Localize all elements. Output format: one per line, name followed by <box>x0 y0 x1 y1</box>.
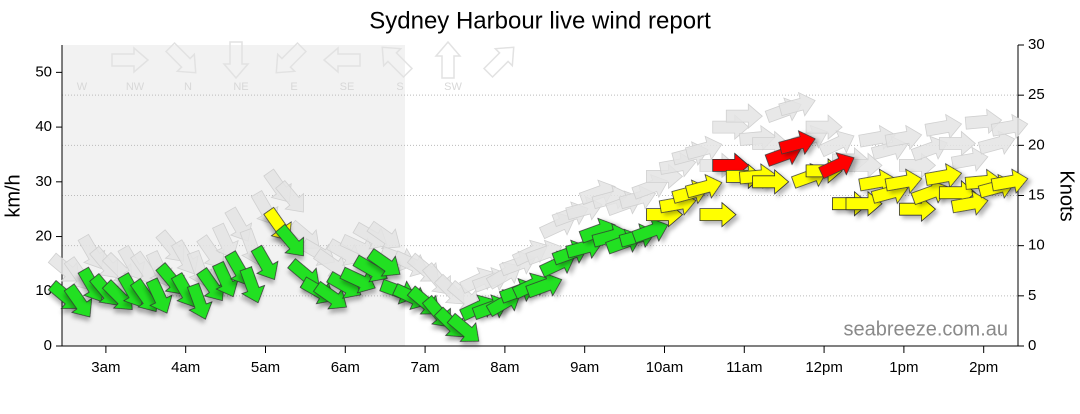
x-tick-label: 3am <box>91 359 120 376</box>
gust-arrow <box>725 103 763 130</box>
y2-tick-label: 0 <box>1028 337 1036 354</box>
x-tick-label: 4am <box>171 359 200 376</box>
plot-area: 0 5 10 15 20 25 30 0 10 20 30 40 50 3am 4am 5am 6am 7am 8a… <box>35 36 1044 376</box>
compass-label: S <box>396 81 403 93</box>
x-tick-label: 10am <box>646 359 684 376</box>
wind-arrow <box>990 168 1029 194</box>
y-tick-label: 10 <box>35 282 52 299</box>
compass-label: SW <box>444 81 462 93</box>
wind-arrow <box>884 168 923 194</box>
gust-arrow <box>778 91 816 117</box>
y-tick-label: 40 <box>35 118 52 135</box>
y-tick-label: 30 <box>35 173 52 190</box>
wind-arrow <box>250 244 279 281</box>
x-tick-label: 2pm <box>969 359 998 376</box>
x-tick-label: 6am <box>331 359 360 376</box>
y2-tick-label: 20 <box>1028 136 1045 153</box>
wind-arrow <box>366 248 401 277</box>
compass-arrow <box>322 46 361 74</box>
wind-arrow <box>631 217 669 244</box>
gust-arrow <box>950 146 989 172</box>
wind-arrow <box>525 272 563 299</box>
compass-arrow <box>381 46 414 79</box>
compass-label: SE <box>340 81 355 93</box>
gust-arrow <box>366 220 401 250</box>
gust-arrow <box>938 130 976 157</box>
y2-axis-label: Knots <box>1056 170 1078 221</box>
compass-arrow <box>222 41 250 80</box>
x-tick-label: 8am <box>490 359 519 376</box>
gust-arrow <box>212 222 239 259</box>
compass-label: NW <box>126 81 145 93</box>
compass-arrow <box>111 46 150 74</box>
y2-tick-label: 5 <box>1028 287 1036 304</box>
gust-arrow <box>924 113 963 140</box>
y-tick-label: 50 <box>35 63 52 80</box>
x-tick-label: 12pm <box>805 359 843 376</box>
wind-arrow <box>684 173 723 199</box>
y-tick-label: 0 <box>44 337 52 354</box>
x-tick-label: 7am <box>410 359 439 376</box>
wind-arrow <box>818 152 855 179</box>
wind-arrow <box>446 312 480 342</box>
wind-arrow <box>63 283 93 318</box>
gust-arrow <box>805 114 843 140</box>
watermark: seabreeze.com.au <box>843 318 1008 340</box>
wind-arrow <box>950 190 989 216</box>
wind-arrow <box>145 277 173 314</box>
compass-label: E <box>290 81 297 93</box>
gust-arrow <box>910 135 948 162</box>
gust-arrow <box>977 130 1016 156</box>
compass-arrow <box>482 46 515 79</box>
wind-arrow <box>239 266 266 304</box>
gust-arrow <box>845 152 883 179</box>
y2-tick-label: 30 <box>1028 36 1045 53</box>
wind-arrow <box>312 280 347 310</box>
chart-title: Sydney Harbour live wind report <box>369 7 711 34</box>
compass-label: N <box>184 81 192 93</box>
compass-arrow <box>164 41 197 74</box>
gust-arrow <box>884 124 923 151</box>
wind-arrow <box>778 130 816 156</box>
x-tick-label: 11am <box>726 359 762 376</box>
y-tick-label: 20 <box>35 228 52 245</box>
gust-arrow <box>818 130 855 158</box>
y-axis-label: km/h <box>2 174 24 217</box>
gust-arrow <box>684 135 723 161</box>
x-tick-label: 1pm <box>889 359 918 376</box>
wind-arrow <box>752 168 790 195</box>
wind-arrow <box>186 282 213 320</box>
gust-arrow <box>990 113 1029 140</box>
compass-label: NE <box>233 81 248 93</box>
x-tick-label: 9am <box>570 359 599 376</box>
wind-arrow <box>275 223 304 257</box>
x-tick-label: 5am <box>251 359 280 376</box>
y2-tick-label: 10 <box>1028 237 1045 254</box>
wind-arrow <box>212 260 239 298</box>
y2-tick-label: 15 <box>1028 186 1045 203</box>
compass-label: W <box>77 81 88 93</box>
compass-arrow <box>434 40 462 79</box>
wind-arrow <box>699 201 737 228</box>
gust-arrow <box>275 180 304 213</box>
wind-arrow <box>924 163 963 189</box>
y2-tick-label: 25 <box>1028 86 1045 103</box>
compass-arrow <box>275 41 308 74</box>
wind-arrow <box>196 267 225 302</box>
